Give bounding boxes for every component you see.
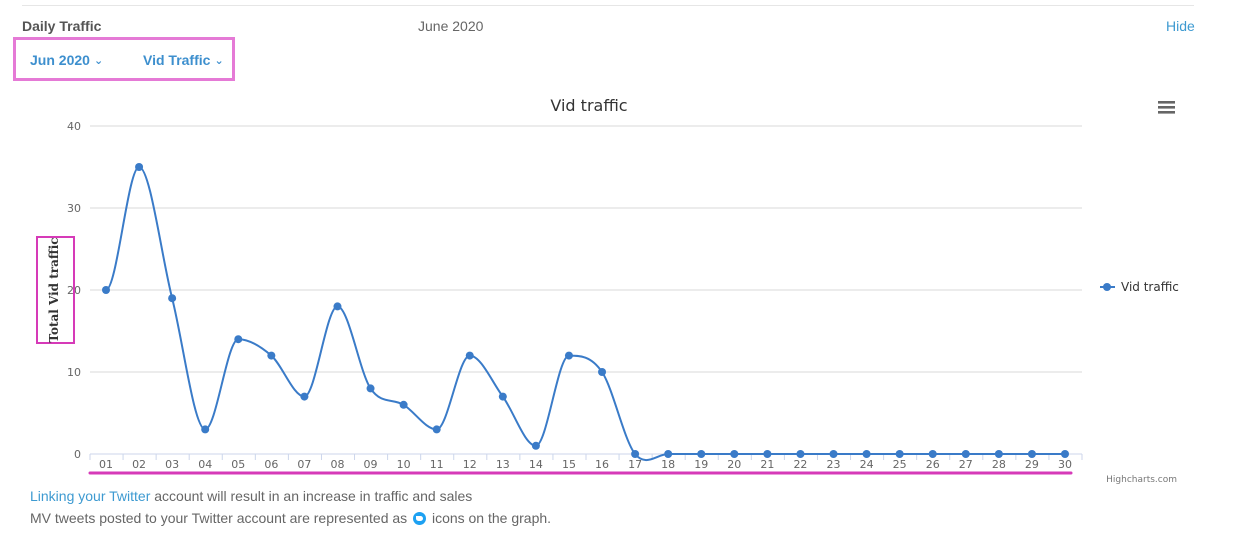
x-tick-label: 11 <box>430 458 444 471</box>
period-label: June 2020 <box>418 18 484 34</box>
data-point[interactable] <box>631 450 640 458</box>
data-point[interactable] <box>168 294 177 303</box>
data-point[interactable] <box>796 450 805 458</box>
x-tick-label: 29 <box>1025 458 1039 471</box>
y-tick-label: 30 <box>67 202 81 215</box>
data-point[interactable] <box>234 335 243 344</box>
data-point[interactable] <box>564 351 573 360</box>
x-tick-label: 30 <box>1058 458 1072 471</box>
data-point[interactable] <box>994 450 1003 458</box>
credits-label[interactable]: Highcharts.com <box>1106 475 1177 485</box>
series-line <box>105 165 1065 462</box>
top-divider <box>22 5 1194 6</box>
legend-label: Vid traffic <box>1121 280 1179 294</box>
x-tick-label: 16 <box>595 458 609 471</box>
tweets-note: MV tweets posted to your Twitter account… <box>30 510 551 526</box>
data-point[interactable] <box>201 425 210 434</box>
x-tick-label: 04 <box>198 458 212 471</box>
data-point[interactable] <box>267 351 276 360</box>
data-point[interactable] <box>465 351 474 360</box>
data-point[interactable] <box>1027 450 1036 458</box>
ylabel-annotation: Total Vid traffic <box>36 236 75 344</box>
y-tick-label: 40 <box>67 120 81 133</box>
data-point[interactable] <box>862 450 871 458</box>
x-tick-label: 20 <box>727 458 741 471</box>
tweets-note-text-end: icons on the graph. <box>428 510 552 526</box>
y-axis-label: Total Vid traffic <box>47 237 61 342</box>
x-tick-label: 15 <box>562 458 576 471</box>
y-tick-label: 0 <box>74 448 81 461</box>
x-tick-label: 09 <box>364 458 378 471</box>
x-tick-label: 02 <box>132 458 146 471</box>
data-point[interactable] <box>102 286 110 294</box>
data-point[interactable] <box>531 441 540 450</box>
data-point[interactable] <box>598 368 607 376</box>
data-point[interactable] <box>697 450 706 458</box>
data-point[interactable] <box>928 450 937 458</box>
metric-dropdown[interactable]: Vid Traffic ⌄ <box>143 52 224 68</box>
x-tick-label: 21 <box>760 458 774 471</box>
x-tick-label: 03 <box>165 458 179 471</box>
twitter-link-note: Linking your Twitter account will result… <box>30 488 472 504</box>
x-tick-label: 06 <box>264 458 278 471</box>
x-tick-label: 13 <box>496 458 510 471</box>
data-point[interactable] <box>763 450 772 458</box>
chevron-down-icon: ⌄ <box>93 55 104 67</box>
metric-dropdown-label: Vid Traffic <box>143 52 211 68</box>
x-tick-label: 07 <box>297 458 311 471</box>
traffic-chart: 0 10 20 30 40 01 02 03 04 05 06 07 08 09 10 11 12 13 14 15… <box>36 96 1179 485</box>
data-point[interactable] <box>432 425 441 434</box>
page-title: Daily Traffic <box>22 18 102 34</box>
data-point[interactable] <box>961 450 970 458</box>
x-tick-label: 18 <box>661 458 675 471</box>
data-point[interactable] <box>1061 450 1069 458</box>
x-tick-label: 05 <box>231 458 245 471</box>
data-point[interactable] <box>135 163 144 171</box>
x-tick-label: 28 <box>992 458 1006 471</box>
data-point[interactable] <box>829 450 838 458</box>
x-tick-label: 25 <box>893 458 907 471</box>
x-tick-label: 27 <box>959 458 973 471</box>
data-point[interactable] <box>895 450 904 458</box>
month-dropdown-label: Jun 2020 <box>30 52 90 68</box>
chart-title: Vid traffic <box>550 96 627 115</box>
twitter-icon <box>413 512 427 525</box>
data-point[interactable] <box>399 400 408 409</box>
x-tick-label: 01 <box>99 458 113 471</box>
tweets-note-text-start: MV tweets posted to your Twitter account… <box>30 510 412 526</box>
legend-marker-icon <box>1103 283 1111 291</box>
data-point[interactable] <box>300 392 309 401</box>
x-tick-label: 08 <box>330 458 344 471</box>
hide-link[interactable]: Hide <box>1166 18 1195 34</box>
data-point[interactable] <box>664 450 673 458</box>
menu-icon[interactable] <box>1158 101 1175 114</box>
twitter-note-text: account will result in an increase in tr… <box>150 488 473 504</box>
legend-item[interactable]: Vid traffic <box>1100 280 1179 294</box>
x-tick-label: 12 <box>463 458 477 471</box>
x-tick-label: 23 <box>827 458 841 471</box>
x-tick-label: 24 <box>860 458 874 471</box>
y-tick-label: 10 <box>67 366 81 379</box>
chevron-down-icon: ⌄ <box>214 55 224 67</box>
x-tick-label: 19 <box>694 458 708 471</box>
filter-selector-group: Jun 2020 ⌄ Vid Traffic ⌄ <box>13 37 235 81</box>
x-tick-label: 17 <box>628 458 642 471</box>
data-point[interactable] <box>730 450 739 458</box>
data-point[interactable] <box>366 384 375 393</box>
x-tick-label: 10 <box>397 458 411 471</box>
data-point[interactable] <box>333 302 342 311</box>
x-tick-label: 22 <box>793 458 807 471</box>
data-point[interactable] <box>498 392 507 401</box>
x-tick-label: 26 <box>926 458 940 471</box>
x-tick-label: 14 <box>529 458 543 471</box>
linking-twitter-link[interactable]: Linking your Twitter <box>30 488 151 504</box>
month-dropdown[interactable]: Jun 2020 ⌄ <box>30 52 103 68</box>
